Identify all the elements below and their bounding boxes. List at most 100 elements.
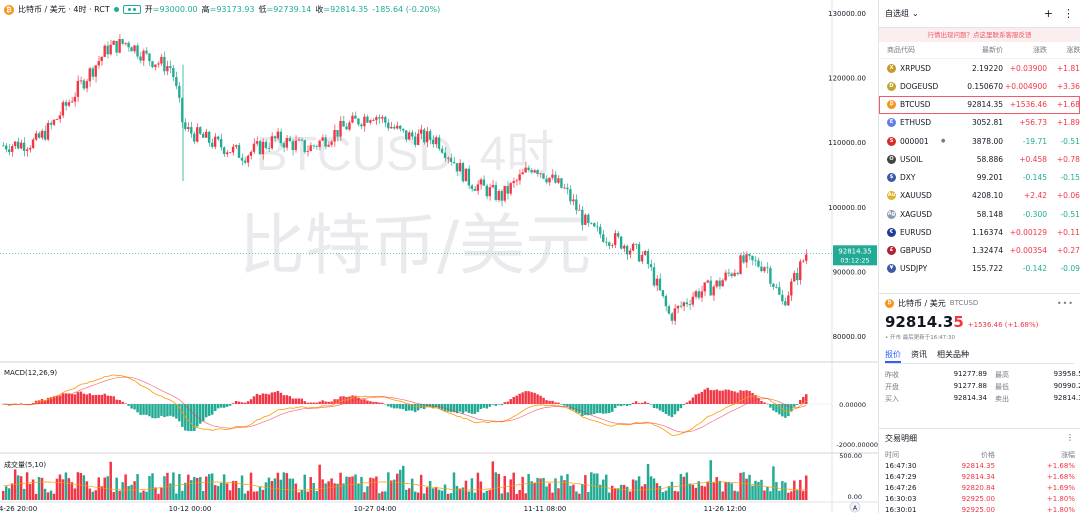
macd-bar [396, 404, 399, 409]
volume-bar [745, 478, 748, 500]
candle [243, 160, 247, 163]
time-tick: 10-27 04:00 [354, 505, 397, 513]
volume-bar [264, 482, 268, 500]
volume-bar [790, 491, 793, 500]
watchlist-row-xauusd[interactable]: Au XAUUSD 4208.10 +2.42 +0.06% [879, 187, 1080, 205]
price-tick: 90000.00 [833, 269, 866, 277]
col-change[interactable]: 涨跌 [1033, 46, 1047, 54]
more-icon[interactable]: ⋮ [1066, 433, 1074, 442]
row-symbol: XRPUSD [900, 63, 931, 73]
watchlist-selector[interactable]: 自选组 ⌄ [885, 8, 919, 19]
legend-low: =92739.14 [266, 5, 312, 14]
tab-quote[interactable]: 报价 [885, 349, 901, 363]
candle [539, 173, 542, 175]
macd-bar [121, 401, 124, 404]
macd-bar [533, 392, 536, 404]
candle [775, 286, 778, 288]
macd-bar [760, 400, 763, 404]
price-chart[interactable]: BTCUSD, 4时 比特币/美元 130000.00 120000.00 110000… [0, 0, 878, 513]
macd-bar [763, 402, 766, 404]
candle [691, 296, 694, 305]
symbol-detail: ₿ 比特币 / 美元 BTCUSD ••• 92814.35 +1536.46 … [879, 293, 1080, 407]
chart-canvas[interactable]: BTCUSD, 4时比特币/美元130000.00120000.00110000… [0, 0, 878, 513]
volume-bar [506, 492, 509, 500]
col-price[interactable]: 最新价 [982, 46, 1003, 54]
macd-bar [805, 394, 808, 404]
candle [324, 137, 327, 147]
more-icon[interactable]: ••• [1056, 298, 1074, 308]
macd-bar [673, 404, 677, 415]
row-pct: -0.09% [1060, 264, 1080, 274]
volume-bar [52, 493, 56, 500]
macd-bar [607, 404, 611, 414]
macd-bar [91, 395, 95, 404]
watchlist-row-eurusd[interactable]: € EURUSD 1.16374 +0.00129 +0.11% [879, 223, 1080, 241]
volume-bar [106, 476, 109, 500]
macd-bar [330, 401, 333, 404]
tab-related[interactable]: 相关品种 [937, 350, 969, 359]
volume-bar [2, 490, 5, 500]
candle [300, 139, 303, 141]
watchlist-row-xagusd[interactable]: Ag XAGUSD 58.148 -0.300 -0.51% [879, 205, 1080, 223]
watchlist-row-000001[interactable]: S 000001 3878.00 -19.71 -0.51% ● [879, 132, 1080, 150]
volume-bar [625, 486, 629, 500]
detail-change: +1536.46 (+1.68%) [967, 321, 1039, 329]
macd-bar [360, 399, 363, 404]
more-icon[interactable]: ⋮ [1063, 7, 1074, 20]
macd-bar [757, 397, 760, 404]
watchlist-row-usoil[interactable]: O USOIL 58.886 +0.458 +0.78% [879, 150, 1080, 168]
volume-bar [255, 491, 259, 500]
col-symbol[interactable]: 商品代码 [887, 46, 915, 54]
row-change: +0.00354 [1009, 246, 1047, 256]
watchlist-row-dogeusd[interactable]: D DOGEUSD 0.150670+0.004900 +3.36% [879, 77, 1080, 95]
auto-scale-button[interactable] [849, 501, 861, 513]
col-pct[interactable]: 涨跌% [1066, 46, 1080, 54]
macd-bar [494, 404, 498, 406]
legend-symbol[interactable]: 比特币 / 美元 · 4时 · RCT [18, 5, 110, 14]
feedback-notice[interactable]: 行情出现问题？点这里联系客服反馈 [879, 28, 1080, 42]
candle [455, 163, 459, 172]
visibility-toggle[interactable] [122, 5, 141, 14]
row-pct: +0.06% [1056, 191, 1080, 201]
watchlist-row-xrpusd[interactable]: X XRPUSD 2.19220 +0.03900 +1.81% [879, 59, 1080, 77]
candle [52, 119, 56, 125]
candle [542, 173, 545, 179]
volume-bar [324, 483, 327, 500]
candle [61, 102, 65, 116]
macd-bar [602, 404, 605, 414]
watchlist-row-ethusd[interactable]: E ETHUSD 3052.81 +56.73 +1.89% [879, 114, 1080, 132]
volume-bar [434, 486, 438, 500]
macd-bar [109, 395, 112, 404]
volume-bar [67, 478, 71, 500]
macd-bar [551, 400, 554, 404]
macd-bar [682, 404, 686, 405]
macd-bar [646, 403, 650, 404]
macd-bar [596, 404, 599, 413]
add-icon[interactable]: + [1043, 7, 1053, 20]
candle [706, 280, 709, 283]
row-symbol: DOGEUSD [900, 81, 939, 91]
macd-bar [345, 396, 348, 404]
macd-bar [73, 394, 77, 404]
watchlist-row-gbpusd[interactable]: £ GBPUSD 1.32474 +0.00354 +0.27% [879, 242, 1080, 260]
detail-price: 92814.35 [885, 313, 964, 331]
macd-label[interactable]: MACD(12,26,9) [4, 369, 58, 377]
candle [97, 61, 100, 66]
macd-bar [563, 404, 566, 406]
row-symbol: XAGUSD [900, 209, 932, 219]
volume-label[interactable]: 成交量(5,10) [4, 461, 47, 469]
trade-change: +1.68% [1046, 472, 1075, 481]
tab-news[interactable]: 资讯 [911, 350, 927, 359]
macd-bar [709, 390, 712, 404]
macd-bar [175, 404, 178, 419]
macd-bar [781, 404, 784, 417]
macd-bar [363, 399, 366, 404]
watchlist-row-usdjpy[interactable]: ¥ USDJPY 155.722 -0.142 -0.09% [879, 260, 1080, 278]
row-symbol: XAUUSD [900, 191, 932, 201]
stat-label: 最高 [995, 371, 1009, 379]
watchlist-row-btcusd[interactable]: ₿ BTCUSD 92814.35 +1536.46 +1.68% [879, 95, 1080, 114]
volume-bar [43, 488, 47, 500]
macd-bar [318, 401, 321, 404]
watchlist-row-dxy[interactable]: $ DXY 99.201 -0.145 -0.15% [879, 169, 1080, 187]
volume-bar [470, 478, 474, 500]
